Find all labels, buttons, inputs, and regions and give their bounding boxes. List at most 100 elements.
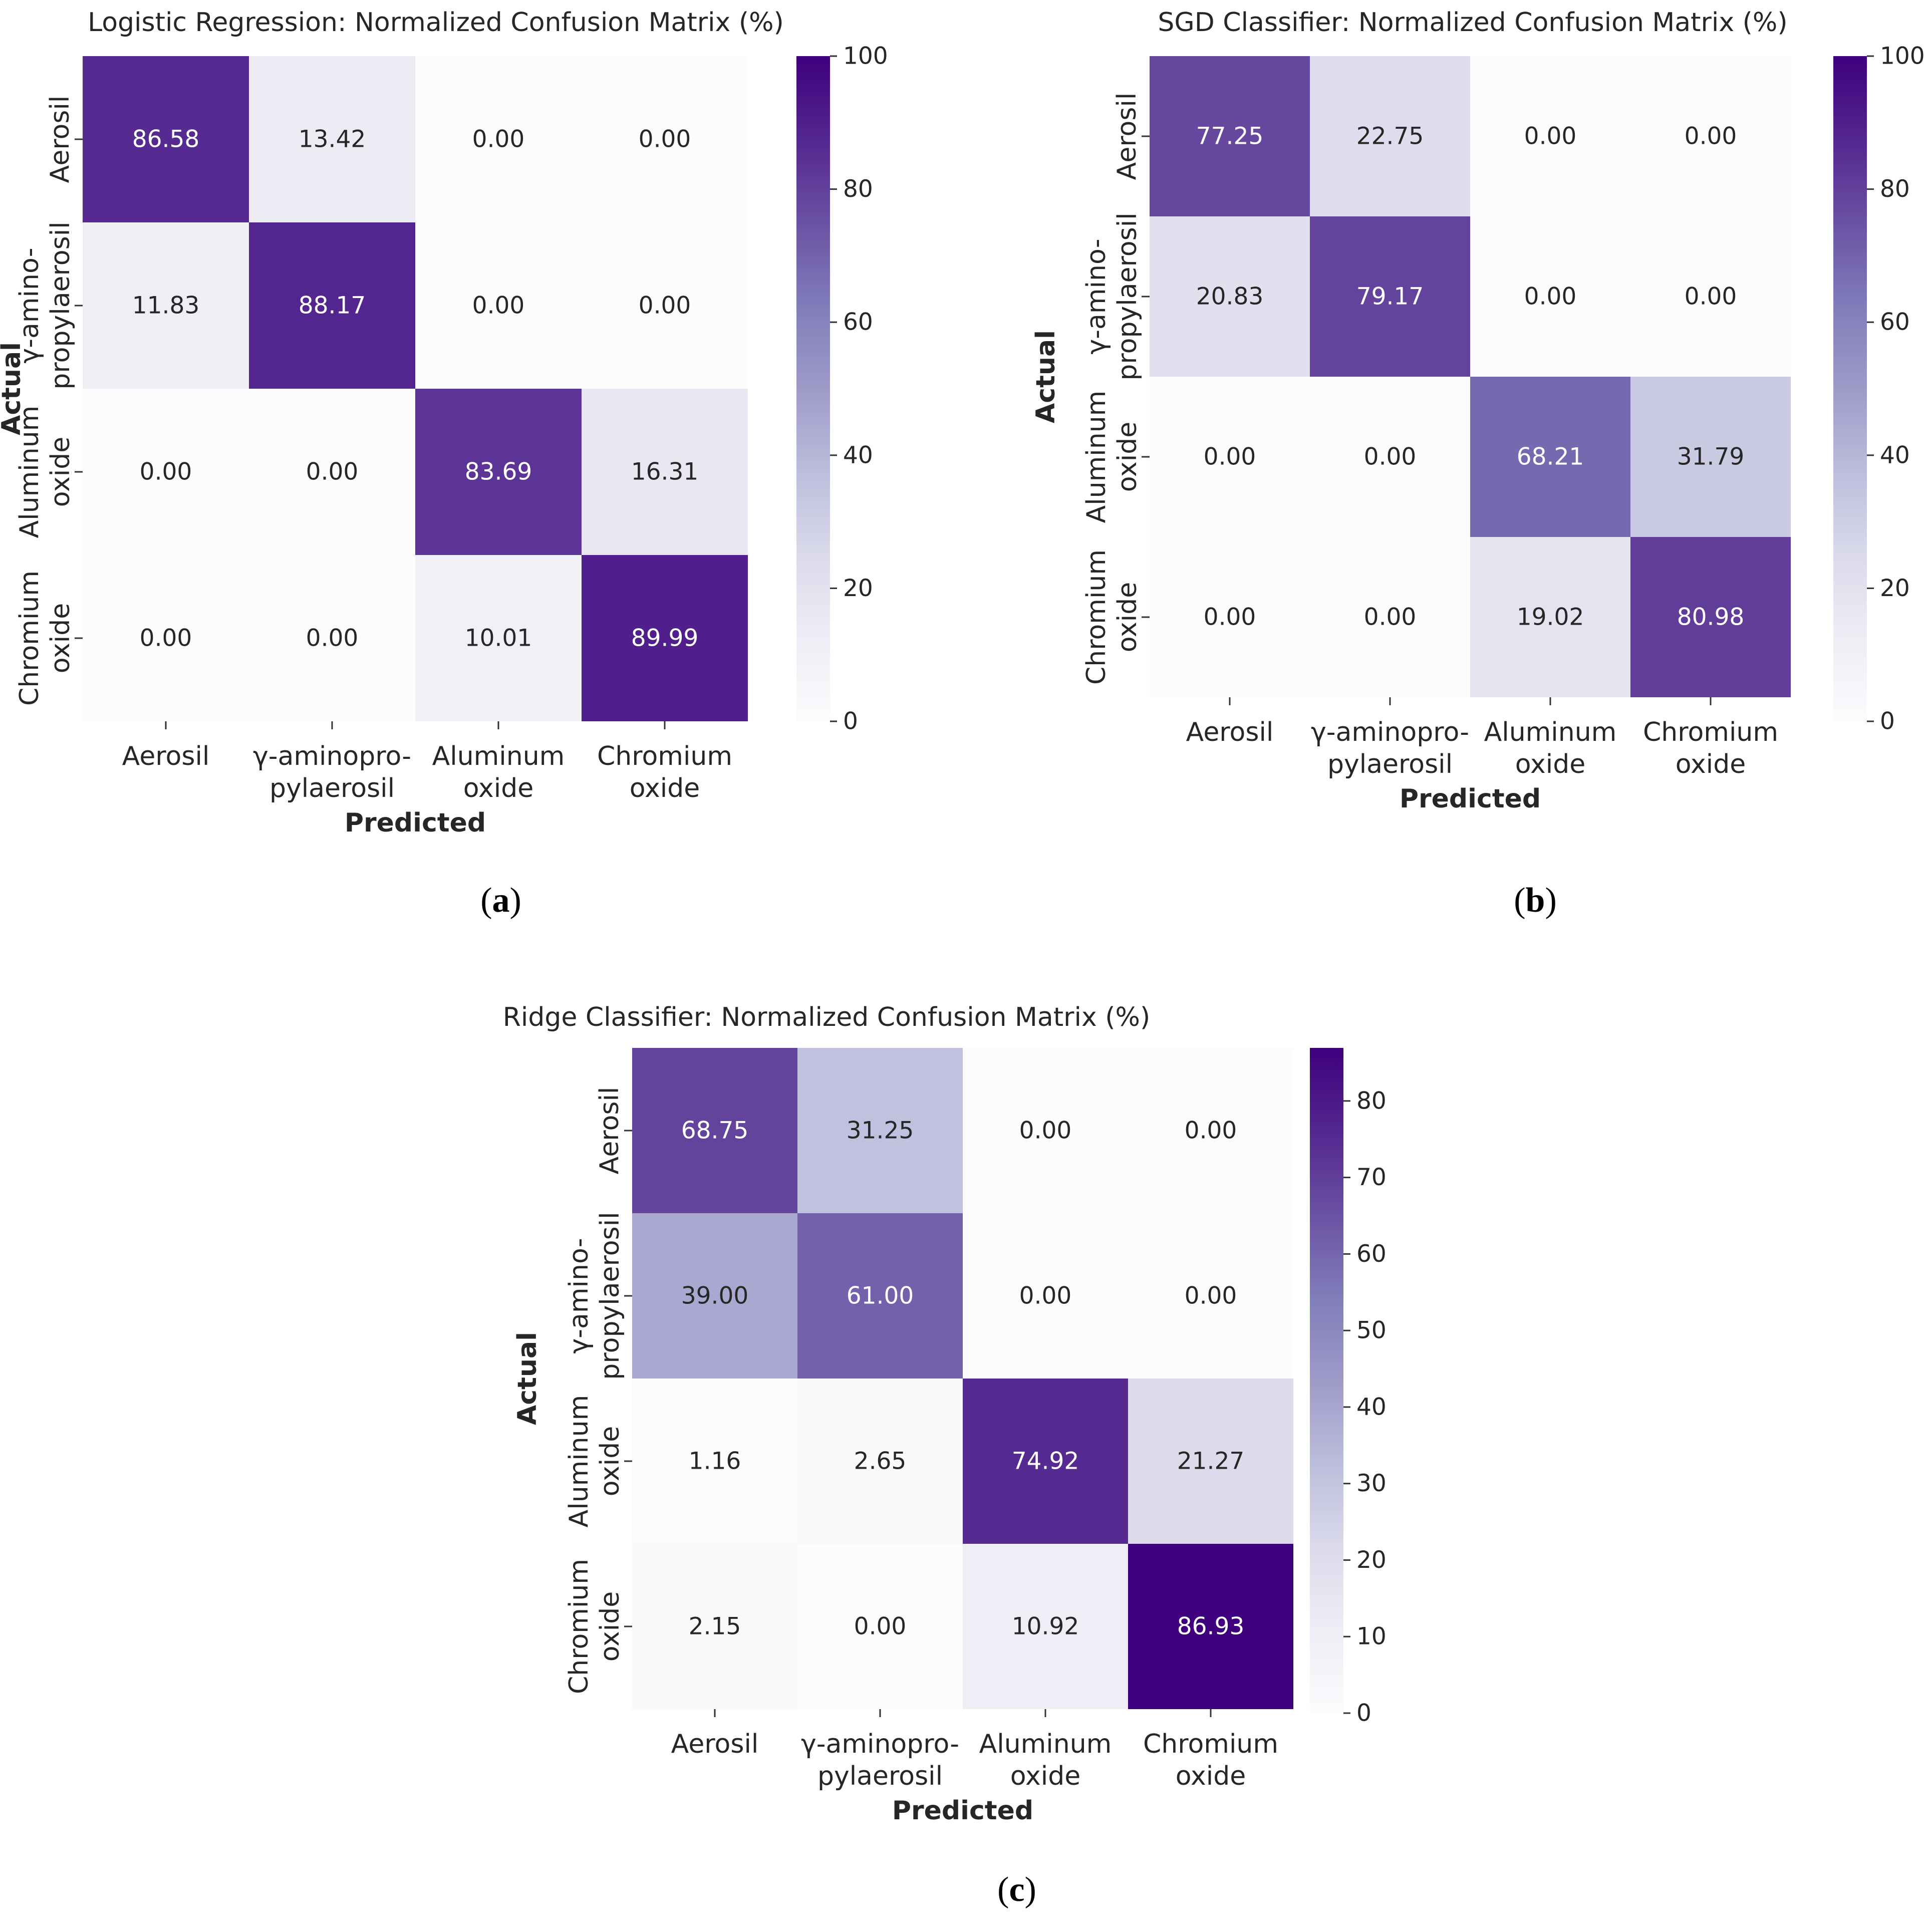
panel-label: (b) <box>1514 881 1557 920</box>
x-tick-label-line: γ-aminopro- <box>1311 717 1469 747</box>
cell-value-label: 0.00 <box>854 1613 907 1640</box>
y-tick-label: Aerosil <box>45 96 75 183</box>
colorbar-tick-label: 20 <box>843 575 873 602</box>
y-tick-label-line: Chromium <box>15 571 45 706</box>
cell-value-label: 0.00 <box>472 292 525 320</box>
heatmap-cell <box>582 56 748 222</box>
cell-value-label: 0.00 <box>306 458 359 486</box>
heatmap-cell <box>1310 377 1470 537</box>
x-tick-label: Aerosil <box>122 741 210 771</box>
cell-value-label: 0.00 <box>1185 1282 1237 1310</box>
x-tick-label-line: Chromium <box>597 741 732 771</box>
x-tick-label-line: Aluminum <box>1484 717 1617 747</box>
y-tick-label-line: γ-amino- <box>564 1238 594 1353</box>
heatmap-cell <box>1470 216 1630 377</box>
y-tick-label-line: propylaerosil <box>46 221 76 389</box>
panel-b-sgd-classifier: SGD Classifier: Normalized Confusion Mat… <box>1031 8 1925 920</box>
panel-label-open-paren: ( <box>1514 881 1525 920</box>
cell-value-label: 0.00 <box>306 625 359 652</box>
heatmap-cell <box>1128 1213 1293 1379</box>
heatmap-cell <box>1310 537 1470 697</box>
x-tick-label: Aluminum oxide <box>1484 717 1617 779</box>
heatmap-cell <box>249 389 415 555</box>
cell-value-label: 68.75 <box>681 1117 749 1145</box>
panel-label-letter: b <box>1526 881 1545 920</box>
y-tick-label-line: Aluminum <box>564 1395 594 1528</box>
x-tick-label-line: pylaerosil <box>817 1761 943 1791</box>
y-tick-label: Aluminumoxide <box>564 1395 625 1528</box>
panel-label-open-paren: ( <box>997 1870 1009 1909</box>
x-tick-label-line: Chromium <box>1643 717 1778 747</box>
colorbar-tick-label: 10 <box>1356 1623 1387 1651</box>
cell-value-label: 61.00 <box>847 1282 914 1310</box>
heatmap-cell <box>1310 56 1470 216</box>
heatmap-cell <box>963 1213 1128 1379</box>
cell-value-label: 2.65 <box>854 1448 907 1475</box>
heatmap-cell <box>415 555 582 721</box>
heatmap-cell <box>1630 537 1791 697</box>
x-tick-label: γ-aminopro-pylaerosil <box>801 1729 959 1791</box>
y-tick-label-line: oxide <box>595 1591 625 1662</box>
heatmap-cell <box>1470 377 1630 537</box>
chart-title: Logistic Regression: Normalized Confusio… <box>88 8 784 38</box>
heatmap-cell <box>249 56 415 222</box>
x-tick-label-line: oxide <box>1515 749 1585 779</box>
panel-label-close-paren: ) <box>1025 1870 1036 1909</box>
panel-a-logistic-regression: Logistic Regression: Normalized Confusio… <box>0 8 888 920</box>
x-tick-label-line: γ-aminopro- <box>253 741 411 771</box>
x-tick-label-line: Aerosil <box>122 741 210 771</box>
cell-value-label: 0.00 <box>1019 1282 1072 1310</box>
heatmap-cell <box>1128 1544 1293 1709</box>
y-tick-label-line: oxide <box>46 603 76 673</box>
cell-value-label: 0.00 <box>140 625 192 652</box>
x-tick-label-line: oxide <box>1176 1761 1246 1791</box>
y-tick-label-line: oxide <box>1113 422 1143 492</box>
colorbar-tick-label: 0 <box>1880 708 1895 735</box>
cell-value-label: 68.21 <box>1517 443 1584 471</box>
panel-label-letter: a <box>492 881 510 920</box>
heatmap-cell <box>83 389 249 555</box>
heatmap-cell <box>632 1544 797 1709</box>
colorbar-tick-label: 100 <box>843 43 888 70</box>
cell-value-label: 0.00 <box>1364 604 1417 631</box>
x-tick-label-line: oxide <box>1010 1761 1080 1791</box>
heatmap-cell <box>249 555 415 721</box>
heatmap-cell <box>249 222 415 389</box>
x-tick-label-line: pylaerosil <box>269 773 395 803</box>
heatmap-cell <box>963 1544 1128 1709</box>
x-tick-label-line: Chromium <box>1143 1729 1278 1759</box>
y-tick-label-line: γ-amino- <box>1081 238 1112 354</box>
panel-c-ridge-classifier: Ridge Classifier: Normalized Confusion M… <box>503 1002 1387 1909</box>
heatmap-cell <box>1150 537 1310 697</box>
heatmap-cell <box>1470 537 1630 697</box>
y-tick-label: Aluminumoxide <box>1081 391 1143 523</box>
heatmap-cell <box>1150 56 1310 216</box>
cell-value-label: 86.93 <box>1177 1613 1245 1640</box>
heatmap-cell <box>1150 377 1310 537</box>
cell-value-label: 13.42 <box>299 126 366 153</box>
heatmap-cell <box>1128 1379 1293 1544</box>
cell-value-label: 0.00 <box>639 126 691 153</box>
colorbar-tick-label: 80 <box>843 175 873 203</box>
y-tick-label: γ-amino-propylaerosil <box>564 1212 625 1380</box>
heatmap-cell <box>1310 216 1470 377</box>
x-tick-label: Chromium oxide <box>1643 717 1778 779</box>
colorbar <box>1310 1048 1343 1713</box>
cell-value-label: 0.00 <box>1364 443 1417 471</box>
cell-value-label: 31.79 <box>1677 443 1745 471</box>
heatmap-cell <box>415 389 582 555</box>
colorbar-tick-label: 20 <box>1880 575 1910 602</box>
colorbar-tick-label: 80 <box>1356 1087 1387 1115</box>
colorbar-tick-label: 40 <box>843 441 873 469</box>
colorbar-tick-label: 60 <box>1880 309 1910 336</box>
colorbar-tick-label: 50 <box>1356 1317 1387 1344</box>
cell-value-label: 22.75 <box>1356 123 1424 150</box>
y-tick-label: Aluminumoxide <box>15 406 76 538</box>
cell-value-label: 0.00 <box>1685 283 1737 311</box>
y-tick-label-line: oxide <box>1113 582 1143 652</box>
colorbar-tick-label: 70 <box>1356 1164 1387 1191</box>
x-tick-label: γ-aminopro-pylaerosil <box>1311 717 1469 779</box>
colorbar-tick-label: 20 <box>1356 1546 1387 1574</box>
cell-value-label: 31.25 <box>847 1117 914 1145</box>
